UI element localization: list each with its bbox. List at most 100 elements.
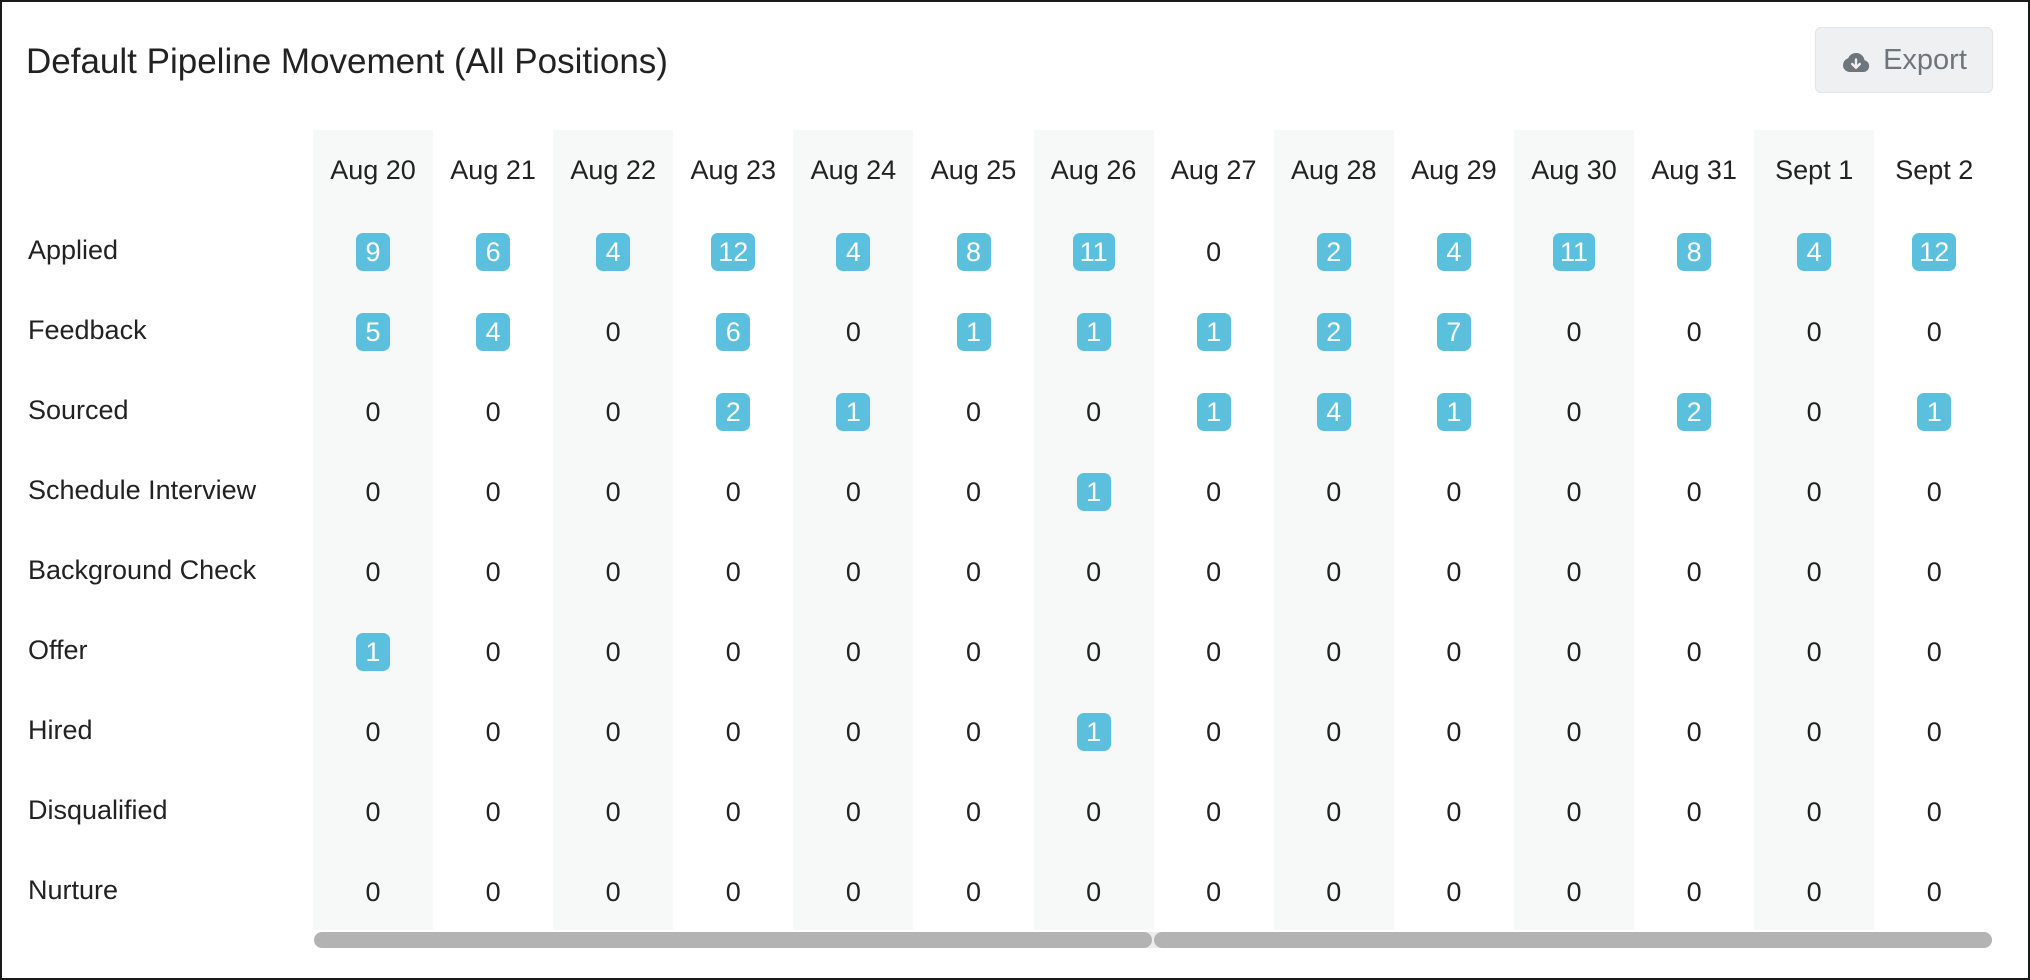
count-cell: 0 [1806,797,1822,827]
count-badge[interactable]: 1 [1196,313,1231,351]
count-cell: 0 [1806,397,1822,427]
count-badge[interactable]: 9 [356,233,390,271]
count-cell: 0 [1806,477,1822,507]
count-cell: 11 [1514,232,1634,272]
count-badge[interactable]: 1 [956,313,991,351]
count-cell: 0 [1686,317,1702,347]
count-cell: 0 [1686,717,1702,747]
count-cell: 0 [485,557,501,587]
count-cell: 0 [485,877,501,907]
count-cell: 6 [433,232,553,272]
count-cell: 0 [605,317,621,347]
row-label: Hired [28,715,93,745]
row-label: Sourced [28,395,129,425]
count-badge[interactable]: 2 [716,393,751,431]
count-badge[interactable]: 2 [1316,233,1351,271]
count-badge[interactable]: 4 [596,233,631,271]
export-button[interactable]: Export [1815,27,1993,93]
row-label: Schedule Interview [28,475,257,505]
count-badge[interactable]: 2 [1316,313,1351,351]
count-cell: 0 [1806,717,1822,747]
count-cell: 0 [605,637,621,667]
count-cell: 0 [1926,557,1942,587]
count-cell: 0 [725,557,741,587]
count-cell: 8 [914,232,1034,272]
count-cell: 0 [365,797,381,827]
count-badge[interactable]: 4 [1316,393,1351,431]
count-badge[interactable]: 4 [1797,233,1832,271]
count-cell: 0 [1326,877,1342,907]
count-badge[interactable]: 11 [1072,233,1115,271]
count-badge[interactable]: 1 [1917,393,1952,431]
count-cell: 5 [313,312,433,352]
column-header: Aug 31 [1651,155,1737,185]
count-cell: 0 [1686,557,1702,587]
horizontal-scrollbar-thumb[interactable] [314,932,1152,948]
count-badge[interactable]: 1 [1076,713,1111,751]
count-cell: 6 [673,312,793,352]
column-header: Aug 22 [570,155,656,185]
count-badge[interactable]: 4 [476,313,511,351]
row-label: Disqualified [28,795,168,825]
count-badge[interactable]: 12 [1912,233,1957,271]
count-badge[interactable]: 8 [1677,233,1712,271]
count-badge[interactable]: 1 [1436,393,1471,431]
count-badge[interactable]: 4 [1436,233,1471,271]
cloud-download-icon [1841,49,1871,72]
count-cell: 0 [1566,717,1582,747]
count-badge[interactable]: 4 [836,233,871,271]
count-cell: 0 [845,317,861,347]
count-cell: 0 [1446,877,1462,907]
count-cell: 0 [1086,397,1102,427]
count-cell: 0 [845,877,861,907]
count-cell: 1 [1154,312,1274,352]
count-badge[interactable]: 11 [1552,233,1596,271]
count-badge[interactable]: 7 [1436,313,1471,351]
count-cell: 0 [1566,877,1582,907]
count-cell: 0 [365,397,381,427]
count-cell: 0 [1686,797,1702,827]
count-cell: 0 [845,477,861,507]
count-cell: 0 [1566,317,1582,347]
count-cell: 2 [1634,392,1754,432]
count-cell: 0 [845,637,861,667]
horizontal-scrollbar-thumb[interactable] [1154,932,1992,948]
count-cell: 0 [485,397,501,427]
count-cell: 0 [1206,637,1222,667]
count-badge[interactable]: 2 [1677,393,1712,431]
count-badge[interactable]: 1 [356,633,390,671]
count-cell: 0 [1206,797,1222,827]
row-label: Background Check [28,555,257,585]
count-cell: 1 [1034,472,1154,512]
count-cell: 0 [1446,557,1462,587]
count-badge[interactable]: 1 [836,393,871,431]
count-cell: 0 [365,877,381,907]
count-cell: 0 [1566,477,1582,507]
count-cell: 0 [1086,877,1102,907]
count-badge[interactable]: 6 [476,233,511,271]
count-cell: 0 [605,557,621,587]
row-label: Feedback [28,315,147,345]
count-cell: 0 [1566,397,1582,427]
count-badge[interactable]: 8 [956,233,991,271]
count-cell: 0 [1926,317,1942,347]
count-cell: 0 [725,477,741,507]
count-cell: 7 [1394,312,1514,352]
count-badge[interactable]: 12 [711,233,756,271]
count-badge[interactable]: 1 [1076,473,1111,511]
count-cell: 0 [1206,877,1222,907]
count-cell: 0 [485,637,501,667]
count-badge[interactable]: 1 [1196,393,1231,431]
count-cell: 0 [845,557,861,587]
row-label: Nurture [28,875,119,905]
count-cell: 1 [793,392,913,432]
count-badge[interactable]: 5 [356,313,390,351]
count-cell: 4 [433,312,553,352]
count-cell: 0 [1326,637,1342,667]
count-cell: 0 [845,717,861,747]
count-cell: 2 [1274,312,1394,352]
count-badge[interactable]: 6 [716,313,751,351]
count-badge[interactable]: 1 [1076,313,1111,351]
count-cell: 0 [365,477,381,507]
count-cell: 0 [965,877,982,907]
